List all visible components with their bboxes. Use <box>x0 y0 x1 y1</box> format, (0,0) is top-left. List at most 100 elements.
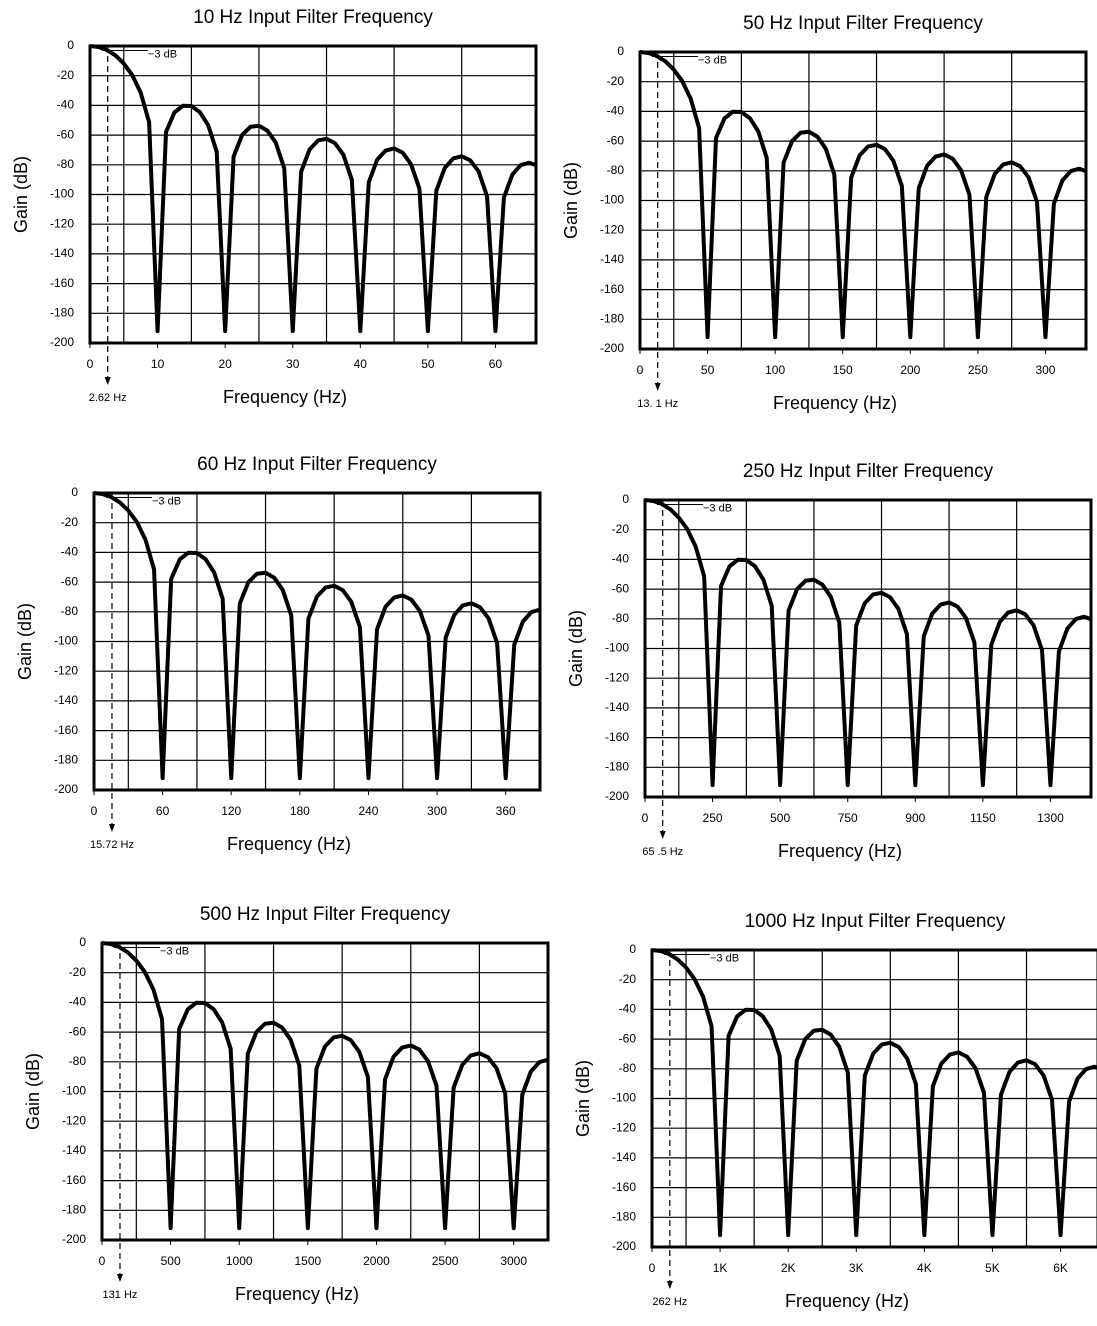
y-tick-label: -120 <box>50 216 74 230</box>
x-tick-label: 3K <box>849 1261 864 1275</box>
cutoff-annotation: 13. 1 Hz <box>637 398 678 410</box>
plot-frame <box>643 498 1093 799</box>
x-tick-label: 60 <box>156 804 170 818</box>
db-annotation: −3 dB <box>152 495 181 507</box>
y-tick-label: -40 <box>61 545 79 559</box>
y-axis-label: Gain (dB) <box>573 1060 593 1137</box>
x-tick-label: 0 <box>87 357 94 371</box>
plot-frame <box>100 941 550 1242</box>
y-axis-label: Gain (dB) <box>11 156 31 233</box>
x-tick-label: 2K <box>781 1261 796 1275</box>
x-tick-label: 0 <box>642 811 649 825</box>
y-tick-label: -60 <box>69 1024 87 1038</box>
chart-title: 1000 Hz Input Filter Frequency <box>745 911 1006 932</box>
plot-frame <box>638 50 1088 351</box>
x-tick-label: 6K <box>1053 1261 1068 1275</box>
y-tick-label: -200 <box>50 335 74 349</box>
x-tick-label: 50 <box>701 363 715 377</box>
gain-curve <box>640 50 1086 340</box>
db-annotation: −3 dB <box>698 54 727 66</box>
y-tick-label: -200 <box>612 1239 636 1253</box>
chart-panel: 500 Hz Input Filter Frequency Gain (dB) Fr… <box>23 904 550 1304</box>
y-tick-label: -60 <box>607 133 625 147</box>
y-axis-label: Gain (dB) <box>561 162 581 239</box>
cutoff-annotation: 2.62 Hz <box>89 392 127 404</box>
y-tick-label: -60 <box>612 581 630 595</box>
y-tick-label: -120 <box>612 1120 636 1134</box>
cutoff-arrow <box>666 1281 673 1289</box>
y-tick-label: -20 <box>612 522 630 536</box>
x-axis-label: Frequency (Hz) <box>785 1291 909 1311</box>
y-tick-label: -160 <box>600 282 624 296</box>
y-tick-label: -80 <box>57 157 75 171</box>
x-tick-label: 100 <box>765 363 785 377</box>
x-tick-label: 50 <box>421 357 435 371</box>
x-tick-label: 240 <box>358 804 378 818</box>
y-tick-label: -180 <box>50 305 74 319</box>
plot-frame <box>92 491 542 792</box>
x-axis-label: Frequency (Hz) <box>235 1284 359 1304</box>
y-tick-label: -160 <box>62 1173 86 1187</box>
x-tick-label: 250 <box>703 811 723 825</box>
y-tick-label: -160 <box>54 723 78 737</box>
y-tick-label: -180 <box>62 1202 86 1216</box>
cutoff-arrow <box>104 377 111 385</box>
y-tick-label: -140 <box>612 1150 636 1164</box>
y-tick-label: -120 <box>62 1113 86 1127</box>
y-tick-label: -180 <box>612 1209 636 1223</box>
x-tick-label: 150 <box>833 363 853 377</box>
y-tick-label: -120 <box>600 222 624 236</box>
gain-curve <box>94 491 540 781</box>
y-tick-label: -40 <box>57 98 75 112</box>
x-tick-label: 30 <box>286 357 300 371</box>
gain-curve <box>645 498 1091 788</box>
x-tick-label: 0 <box>649 1261 656 1275</box>
y-tick-label: -140 <box>62 1143 86 1157</box>
cutoff-arrow <box>654 383 661 391</box>
y-tick-label: -20 <box>607 74 625 88</box>
y-tick-label: -100 <box>62 1084 86 1098</box>
y-tick-label: -180 <box>605 759 629 773</box>
y-tick-label: -180 <box>600 311 624 325</box>
y-tick-label: 0 <box>79 935 86 949</box>
y-tick-label: 0 <box>71 485 78 499</box>
chart-title: 60 Hz Input Filter Frequency <box>197 454 437 475</box>
y-tick-label: -200 <box>62 1232 86 1246</box>
x-tick-label: 900 <box>905 811 925 825</box>
y-tick-label: -60 <box>619 1031 637 1045</box>
chart-title: 10 Hz Input Filter Frequency <box>193 7 433 28</box>
chart-title: 250 Hz Input Filter Frequency <box>743 461 994 482</box>
x-tick-label: 750 <box>838 811 858 825</box>
chart-panel: 250 Hz Input Filter Frequency Gain (dB) Fr… <box>566 461 1093 861</box>
y-tick-label: -80 <box>612 611 630 625</box>
y-tick-label: -140 <box>50 246 74 260</box>
y-tick-label: -100 <box>612 1091 636 1105</box>
plot-frame <box>88 44 538 345</box>
x-tick-label: 360 <box>496 804 516 818</box>
x-tick-label: 300 <box>1035 363 1055 377</box>
x-tick-label: 1300 <box>1037 811 1064 825</box>
cutoff-annotation: 262 Hz <box>652 1296 687 1308</box>
y-tick-label: -160 <box>605 730 629 744</box>
x-tick-label: 300 <box>427 804 447 818</box>
y-tick-label: 0 <box>617 44 624 58</box>
y-tick-label: -100 <box>600 193 624 207</box>
y-tick-label: -80 <box>61 604 79 618</box>
y-tick-label: -20 <box>57 68 75 82</box>
y-tick-label: -80 <box>619 1061 637 1075</box>
gain-curve <box>652 948 1097 1238</box>
y-tick-label: 0 <box>622 492 629 506</box>
y-tick-label: -60 <box>61 574 79 588</box>
chart-panel: 50 Hz Input Filter Frequency Gain (dB) Fre… <box>561 13 1088 413</box>
x-axis-label: Frequency (Hz) <box>227 834 351 854</box>
y-tick-label: -140 <box>54 693 78 707</box>
y-tick-label: -20 <box>61 515 79 529</box>
x-tick-label: 0 <box>637 363 644 377</box>
x-tick-label: 1150 <box>970 811 996 825</box>
y-tick-label: -180 <box>54 752 78 766</box>
y-tick-label: 0 <box>67 38 74 52</box>
x-tick-label: 120 <box>221 804 241 818</box>
y-tick-label: -100 <box>54 634 78 648</box>
x-tick-label: 10 <box>151 357 165 371</box>
